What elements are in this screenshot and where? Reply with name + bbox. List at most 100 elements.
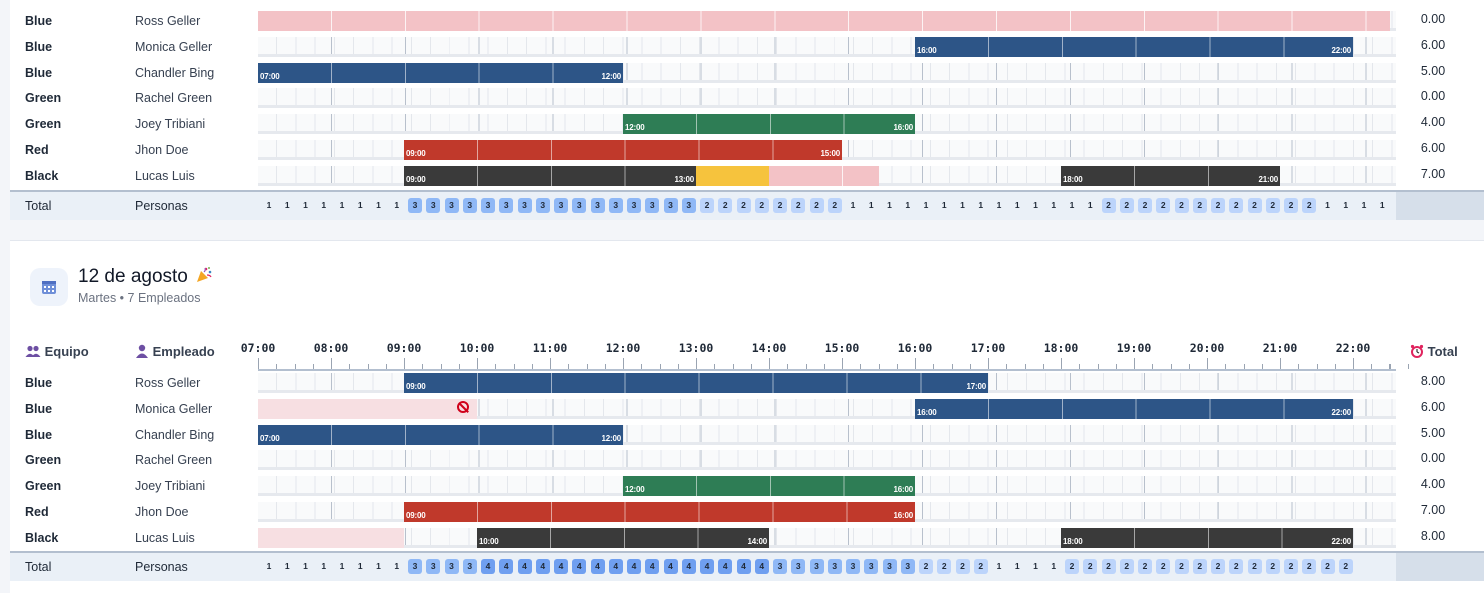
schedule-day-card: 12 de agosto Martes • 7 Empleados Equipo (10, 240, 1484, 593)
team-column-header[interactable]: Equipo (25, 344, 89, 361)
hour-tick (276, 364, 278, 369)
shift-block[interactable]: 09:00 17:00 (404, 373, 988, 393)
employee-name[interactable]: Lucas Luis (135, 530, 195, 545)
shift-block[interactable]: 18:00 21:00 (1061, 165, 1280, 186)
party-popper-icon (195, 266, 213, 290)
timeline-lane[interactable]: 07:00 12:00 (258, 424, 1396, 445)
absence-block[interactable] (696, 165, 769, 186)
shift-block[interactable]: 12:00 16:00 (623, 476, 915, 497)
shift-block[interactable]: 18:00 22:00 (1061, 527, 1353, 548)
shift-start-time: 18:00 (1063, 174, 1083, 184)
hour-tick (714, 364, 716, 369)
headcount-chip: 4 (481, 559, 495, 574)
schedule-row: Red Jhon Doe 09:00 15:00 6.00 (10, 137, 1484, 162)
timeline-lane[interactable]: 12:00 16:00 (258, 114, 1396, 135)
hour-tick (422, 364, 424, 369)
timeline-lane[interactable]: 10:00 14:00 18:00 22:00 (258, 527, 1396, 548)
timeline-lane[interactable]: 16:00 22:00 (258, 398, 1396, 419)
headcount-chip: 3 (426, 559, 441, 574)
shift-block[interactable]: 16:00 22:00 (915, 398, 1353, 419)
employee-name[interactable]: Chandler Bing (135, 65, 215, 80)
employee-name[interactable]: Chandler Bing (135, 427, 215, 442)
schedule-row: Black Lucas Luis 09:00 13:00 18:00 21:00 7.00 (10, 163, 1484, 188)
row-total-hours: 0.00 (1420, 12, 1446, 26)
team-column-label: Equipo (44, 344, 89, 359)
hour-tick (933, 364, 935, 369)
timeline-lane[interactable] (258, 11, 1396, 31)
hour-label: 22:00 (1335, 341, 1371, 355)
hour-tick (1334, 364, 1336, 369)
team-name: Blue (25, 401, 53, 416)
headcount-chip: 2 (1302, 198, 1317, 213)
employee-name[interactable]: Lucas Luis (135, 168, 195, 183)
timeline-lane[interactable]: 09:00 13:00 18:00 21:00 (258, 165, 1396, 186)
headcount-chip: 2 (919, 559, 933, 574)
schedule-row: Blue Chandler Bing 07:00 12:00 5.00 (10, 60, 1484, 85)
timeline-lane[interactable] (258, 450, 1396, 471)
hour-tick (659, 364, 661, 369)
headcount-chip: 2 (809, 198, 824, 213)
employee-column-header[interactable]: Empleado (135, 344, 215, 361)
shift-block[interactable]: 09:00 16:00 (404, 502, 915, 522)
timeline-lane[interactable]: 09:00 16:00 (258, 502, 1396, 522)
timeline-lane[interactable] (258, 88, 1396, 109)
headcount-chip: 2 (773, 198, 787, 213)
timeline-lane[interactable]: 09:00 17:00 (258, 373, 1396, 393)
hour-tick (1243, 364, 1245, 369)
absence-block[interactable] (769, 165, 879, 186)
shift-start-time: 16:00 (917, 45, 937, 55)
hour-tick (1207, 358, 1208, 369)
timeline-lane[interactable]: 12:00 16:00 (258, 476, 1396, 497)
headcount-chip: 1 (1014, 200, 1020, 210)
employee-name[interactable]: Joey Tribiani (135, 479, 206, 494)
headcount-chip: 1 (284, 561, 290, 571)
shift-block[interactable]: 07:00 12:00 (258, 424, 623, 445)
hour-tick (750, 364, 752, 369)
hour-label: 19:00 (1116, 341, 1152, 355)
headcount-chip: 1 (996, 200, 1002, 210)
shift-block[interactable]: 09:00 15:00 (404, 140, 842, 160)
hour-tick (604, 364, 606, 369)
employee-name[interactable]: Rachel Green (135, 453, 213, 468)
hour-tick (951, 364, 953, 369)
shift-block[interactable]: 07:00 12:00 (258, 62, 623, 83)
headcount-chip: 3 (426, 198, 441, 213)
employee-name[interactable]: Monica Geller (135, 39, 213, 54)
day-date: 12 de agosto (78, 266, 188, 287)
headcount-chip: 1 (850, 200, 856, 210)
schedule-row: Blue Ross Geller 09:00 17:00 8.00 (10, 370, 1484, 395)
headcount-chip: 2 (1284, 198, 1298, 213)
absence-block[interactable] (258, 527, 404, 548)
hour-tick (458, 364, 460, 369)
totals-label: Total (25, 199, 52, 213)
employee-name[interactable]: Rachel Green (135, 91, 213, 106)
shift-block[interactable]: 16:00 22:00 (915, 36, 1353, 57)
headcount-chip: 2 (1083, 559, 1098, 574)
absence-block[interactable] (258, 398, 477, 419)
employee-name[interactable]: Jhon Doe (135, 143, 189, 157)
employee-name[interactable]: Monica Geller (135, 401, 213, 416)
shift-block[interactable]: 09:00 13:00 (404, 165, 696, 186)
people-icon (25, 345, 41, 361)
absence-block[interactable] (258, 11, 1390, 31)
employee-name[interactable]: Jhon Doe (135, 505, 189, 519)
hour-tick (805, 364, 807, 369)
person-icon (135, 344, 149, 361)
team-name: Black (25, 530, 59, 545)
hour-tick (1188, 364, 1190, 369)
shift-block[interactable]: 10:00 14:00 (477, 527, 769, 548)
employee-name[interactable]: Ross Geller (135, 14, 201, 28)
timeline-lane[interactable]: 16:00 22:00 (258, 36, 1396, 57)
employee-name[interactable]: Ross Geller (135, 376, 201, 390)
row-total-hours: 4.00 (1420, 115, 1446, 130)
shift-block[interactable]: 12:00 16:00 (623, 114, 915, 135)
hour-tick (312, 364, 314, 369)
headcount-chip: 1 (887, 200, 892, 210)
total-column-header[interactable]: Total (1410, 344, 1458, 361)
timeline-lane[interactable]: 07:00 12:00 (258, 62, 1396, 83)
employee-name[interactable]: Joey Tribiani (135, 117, 206, 132)
hour-label: 08:00 (313, 341, 349, 355)
team-name: Blue (25, 14, 53, 28)
timeline-lane[interactable]: 09:00 15:00 (258, 140, 1396, 160)
headcount-chip: 2 (1101, 198, 1116, 213)
